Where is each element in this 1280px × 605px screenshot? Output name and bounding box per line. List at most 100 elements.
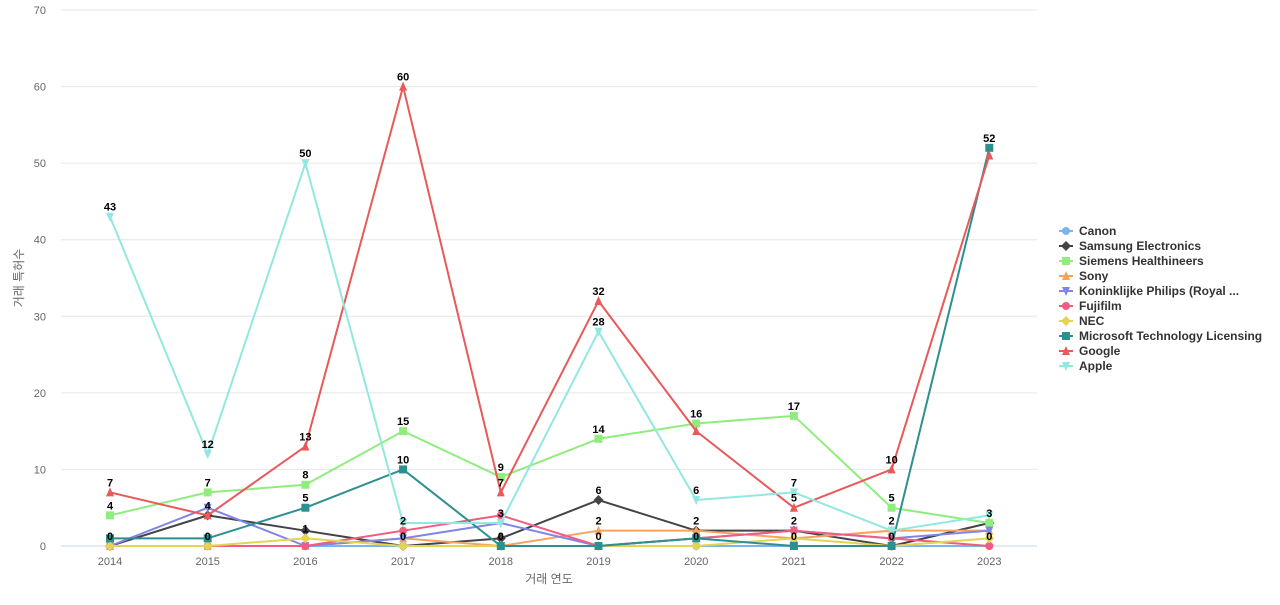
x-tick-label: 2019 [586,556,610,568]
data-point [301,441,310,451]
data-point [887,542,896,550]
data-label: 8 [302,470,308,482]
data-point [203,450,212,460]
data-point [594,434,603,443]
data-point [691,541,702,551]
data-point [985,526,994,536]
data-label: 0 [986,531,992,543]
y-axis: 0 10 20 30 40 50 60 70 [34,5,46,553]
data-label: 0 [498,531,504,543]
y-tick-label: 30 [34,311,46,323]
data-point [301,503,310,512]
series-line [110,514,990,547]
data-label: 60 [397,72,409,84]
legend-label: Fujifilm [1079,299,1122,313]
data-point [789,526,798,535]
data-point [788,533,799,544]
data-point [789,411,798,420]
legend-label: Siemens Healthineers [1079,254,1204,268]
x-tick-label: 2020 [684,556,708,568]
data-label: 9 [498,462,504,474]
legend-label: Koninklijke Philips (Royal ... [1079,284,1239,298]
data-point [203,534,212,543]
legend-marker [1061,241,1071,251]
data-point [496,487,505,497]
data-point [495,533,506,544]
data-label: 4 [205,500,212,512]
series-google [106,81,994,520]
data-label: 16 [690,408,702,420]
data-label: 2 [400,516,406,528]
y-axis-title: 거래 특허수 [12,249,26,308]
legend-item-canon[interactable]: Canon [1059,224,1116,238]
data-point [887,464,896,474]
legend-marker [1062,302,1070,310]
data-label: 28 [592,317,604,329]
legend-marker [1062,271,1070,280]
legend-item-apple[interactable]: Apple [1059,359,1113,373]
data-point [789,542,798,550]
legend-item-microsoft-technology-licensing[interactable]: Microsoft Technology Licensing [1059,329,1262,343]
data-point [106,511,114,520]
data-point [593,495,604,506]
data-label: 0 [205,531,211,543]
y-tick-label: 60 [34,82,46,94]
legend-item-fujifilm[interactable]: Fujifilm [1059,299,1122,313]
data-point [106,487,114,497]
data-point [105,541,115,551]
data-label: 0 [107,531,113,543]
x-tick-label: 2014 [98,556,122,568]
legend-label: Samsung Electronics [1079,239,1201,253]
legend-item-google[interactable]: Google [1059,344,1121,358]
data-label: 2 [791,516,797,528]
data-label: 0 [889,531,895,543]
legend-label: Microsoft Technology Licensing [1079,329,1262,343]
data-label: 5 [791,493,797,505]
data-label: 0 [400,531,406,543]
data-label: 43 [104,202,116,214]
x-tick-label: 2018 [489,556,513,568]
data-point [594,327,603,337]
legend-marker [1062,287,1070,296]
y-tick-label: 20 [34,388,46,400]
data-point [398,541,409,551]
data-label: 0 [693,531,699,543]
data-label: 3 [986,508,992,520]
data-point [692,534,701,543]
legend-marker [1062,257,1070,265]
data-point [301,159,310,169]
data-label: 7 [498,477,504,489]
data-point [692,525,701,535]
series-line [110,537,990,547]
data-point [887,503,896,512]
data-label: 7 [107,477,113,489]
legend-item-koninklijke-philips-royal[interactable]: Koninklijke Philips (Royal ... [1059,284,1239,298]
legend-label: Sony [1079,269,1109,283]
legend-label: Canon [1079,224,1116,238]
data-label: 5 [889,493,895,505]
legend-item-samsung-electronics[interactable]: Samsung Electronics [1059,239,1201,253]
y-tick-label: 50 [34,158,46,170]
data-point [301,480,310,489]
data-label: 14 [592,424,605,436]
series-line [109,85,991,517]
data-point [692,426,701,436]
data-label: 52 [983,133,995,145]
series-lines [105,81,995,551]
data-point [985,143,994,152]
legend-marker [1062,346,1070,355]
legend-item-siemens-healthineers[interactable]: Siemens Healthineers [1059,254,1204,268]
x-tick-label: 2021 [782,556,806,568]
data-label: 1 [302,523,308,535]
data-point [692,496,701,506]
data-point [399,465,408,474]
legend-marker [1062,227,1070,235]
data-label: 2 [595,516,601,528]
data-label: 7 [205,477,211,489]
legend-item-nec[interactable]: NEC [1059,314,1105,328]
data-point [399,526,408,535]
legend-item-sony[interactable]: Sony [1059,269,1109,283]
